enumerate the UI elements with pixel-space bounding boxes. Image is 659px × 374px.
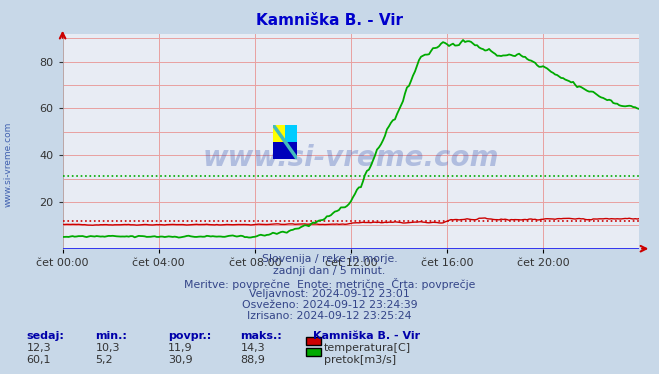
Text: Kamniška B. - Vir: Kamniška B. - Vir	[256, 13, 403, 28]
Text: 88,9: 88,9	[241, 355, 266, 365]
Text: 12,3: 12,3	[26, 343, 51, 353]
Text: Kamniška B. - Vir: Kamniška B. - Vir	[313, 331, 420, 341]
Text: 10,3: 10,3	[96, 343, 120, 353]
Text: www.si-vreme.com: www.si-vreme.com	[3, 122, 13, 207]
Text: 30,9: 30,9	[168, 355, 192, 365]
Text: 60,1: 60,1	[26, 355, 51, 365]
Text: Izrisano: 2024-09-12 23:25:24: Izrisano: 2024-09-12 23:25:24	[247, 311, 412, 321]
Text: 14,3: 14,3	[241, 343, 265, 353]
Bar	[285, 125, 297, 142]
Bar	[273, 142, 297, 159]
Text: povpr.:: povpr.:	[168, 331, 212, 341]
Text: 11,9: 11,9	[168, 343, 192, 353]
Text: zadnji dan / 5 minut.: zadnji dan / 5 minut.	[273, 266, 386, 276]
Text: pretok[m3/s]: pretok[m3/s]	[324, 355, 396, 365]
Text: sedaj:: sedaj:	[26, 331, 64, 341]
Text: min.:: min.:	[96, 331, 127, 341]
Text: www.si-vreme.com: www.si-vreme.com	[203, 144, 499, 172]
Text: temperatura[C]: temperatura[C]	[324, 343, 411, 353]
Text: 5,2: 5,2	[96, 355, 113, 365]
Text: maks.:: maks.:	[241, 331, 282, 341]
Text: Veljavnost: 2024-09-12 23:01: Veljavnost: 2024-09-12 23:01	[249, 289, 410, 299]
Text: Slovenija / reke in morje.: Slovenija / reke in morje.	[262, 254, 397, 264]
Text: Osveženo: 2024-09-12 23:24:39: Osveženo: 2024-09-12 23:24:39	[242, 300, 417, 310]
Bar	[273, 125, 285, 142]
Text: Meritve: povprečne  Enote: metrične  Črta: povprečje: Meritve: povprečne Enote: metrične Črta:…	[184, 278, 475, 289]
